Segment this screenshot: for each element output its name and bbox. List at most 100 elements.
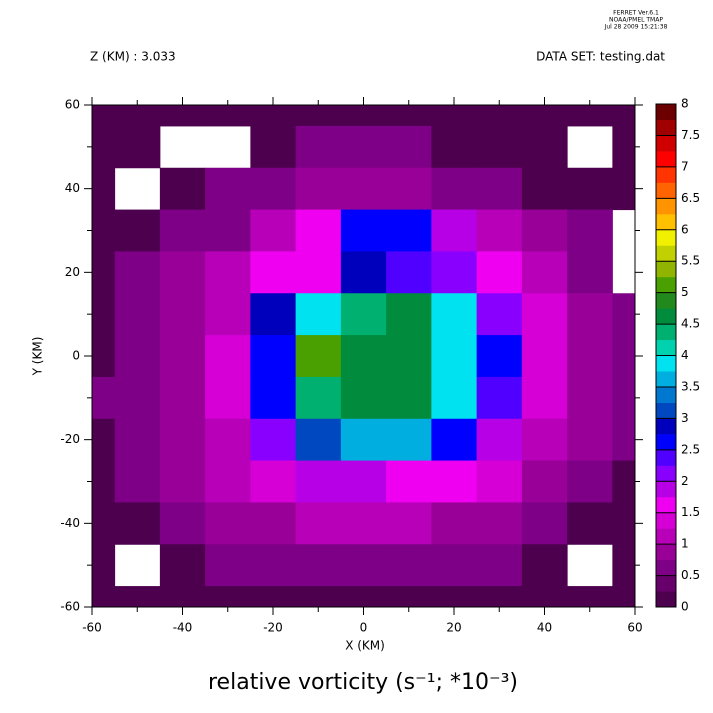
- colorbar-tick-label: 6: [681, 222, 689, 236]
- contour-cell: [159, 544, 206, 587]
- contour-cell: [612, 544, 636, 587]
- subtitle-left: Z (KM) : 3.033: [90, 50, 176, 64]
- contour-cell: [612, 502, 636, 545]
- y-tick-label: 20: [65, 265, 80, 279]
- colorbar-swatch: [656, 591, 676, 608]
- colorbar-swatch: [656, 402, 676, 419]
- contour-cell: [159, 335, 206, 378]
- contour-cell: [521, 460, 568, 503]
- contour-cell: [386, 167, 432, 211]
- colorbar-swatch: [656, 229, 676, 246]
- contour-cell: [521, 209, 568, 252]
- contour-cell: [250, 125, 297, 169]
- contour-cell: [295, 293, 342, 336]
- contour-cell: [386, 293, 432, 336]
- colorbar-swatch: [656, 292, 676, 309]
- stamp-line: Jul 28 2009 15:21:38: [604, 24, 668, 31]
- contour-cell: [340, 125, 387, 169]
- colorbar-swatch: [656, 575, 676, 592]
- contour-cell: [114, 209, 161, 252]
- colorbar-swatch: [656, 261, 676, 278]
- contour-cell: [431, 502, 478, 545]
- contour-cell: [114, 125, 161, 169]
- contour-cell: [476, 586, 523, 608]
- contour-cell: [521, 502, 568, 545]
- contour-cell: [386, 502, 432, 545]
- contour-cell: [340, 167, 387, 211]
- contour-cell: [386, 586, 432, 608]
- chart-title: relative vorticity (s⁻¹; *10⁻³): [208, 670, 518, 695]
- contour-cell: [295, 335, 342, 378]
- contour-cell: [205, 376, 251, 420]
- contour-cell: [114, 335, 161, 378]
- colorbar-swatch: [656, 119, 676, 136]
- contour-cell: [205, 460, 251, 503]
- colorbar-swatch: [656, 559, 676, 576]
- colorbar-tick-label: 2: [681, 474, 689, 488]
- colorbar-swatch: [656, 214, 676, 231]
- colorbar-swatch: [656, 449, 676, 466]
- contour-cell: [250, 105, 297, 127]
- colorbar-swatch: [656, 481, 676, 498]
- contour-cell: [92, 335, 116, 378]
- contour-cell: [340, 105, 387, 127]
- contour-cell: [205, 544, 251, 587]
- contour-cell: [431, 544, 478, 587]
- contour-cell: [295, 167, 342, 211]
- contour-cell: [567, 167, 613, 211]
- contour-cell: [250, 544, 297, 587]
- contour-cell: [521, 167, 568, 211]
- contour-cell: [431, 586, 478, 608]
- y-tick-label: 60: [65, 98, 80, 112]
- contour-cell: [521, 251, 568, 294]
- colorbar-tick-label: 4: [681, 348, 689, 362]
- contour-cell: [340, 418, 387, 462]
- x-tick-label: -20: [263, 621, 283, 635]
- contour-cell: [92, 105, 116, 127]
- y-tick-label: -40: [60, 516, 80, 530]
- contour-cell: [340, 209, 387, 252]
- contour-cell: [114, 502, 161, 545]
- contour-cell: [340, 293, 387, 336]
- y-tick-label: 0: [72, 349, 80, 363]
- contour-cell: [159, 167, 206, 211]
- contour-cell: [92, 586, 116, 608]
- contour-cell: [250, 209, 297, 252]
- contour-cell: [92, 376, 116, 420]
- contour-cell: [340, 586, 387, 608]
- contour-cell: [567, 105, 613, 127]
- contour-cell: [295, 251, 342, 294]
- contour-cell: [476, 293, 523, 336]
- contour-cell: [92, 167, 116, 211]
- contour-cell: [250, 251, 297, 294]
- contour-cell: [114, 586, 161, 608]
- contour-cell: [386, 376, 432, 420]
- colorbar-swatch: [656, 386, 676, 403]
- colorbar-tick-label: 3.5: [681, 379, 700, 393]
- colorbar-tick-label: 1: [681, 537, 689, 551]
- contour-cell: [340, 251, 387, 294]
- contour-cell: [476, 251, 523, 294]
- contour-cell: [431, 376, 478, 420]
- contour-cell: [205, 335, 251, 378]
- y-tick-label: 40: [65, 181, 80, 195]
- contour-cell: [205, 167, 251, 211]
- contour-cell: [476, 418, 523, 462]
- contour-cell: [612, 125, 636, 169]
- colorbar-swatch: [656, 512, 676, 529]
- contour-cell: [114, 105, 161, 127]
- colorbar-swatch: [656, 324, 676, 341]
- contour-cell: [567, 460, 613, 503]
- contour-cell: [340, 544, 387, 587]
- contour-cell: [205, 209, 251, 252]
- contour-cell: [567, 293, 613, 336]
- contour-cell: [476, 502, 523, 545]
- colorbar-swatch: [656, 135, 676, 152]
- contour-cell: [521, 586, 568, 608]
- colorbar-tick-label: 0: [681, 600, 689, 614]
- contour-cell: [386, 460, 432, 503]
- contour-cell: [386, 209, 432, 252]
- contour-cell: [295, 544, 342, 587]
- contour-cell: [159, 293, 206, 336]
